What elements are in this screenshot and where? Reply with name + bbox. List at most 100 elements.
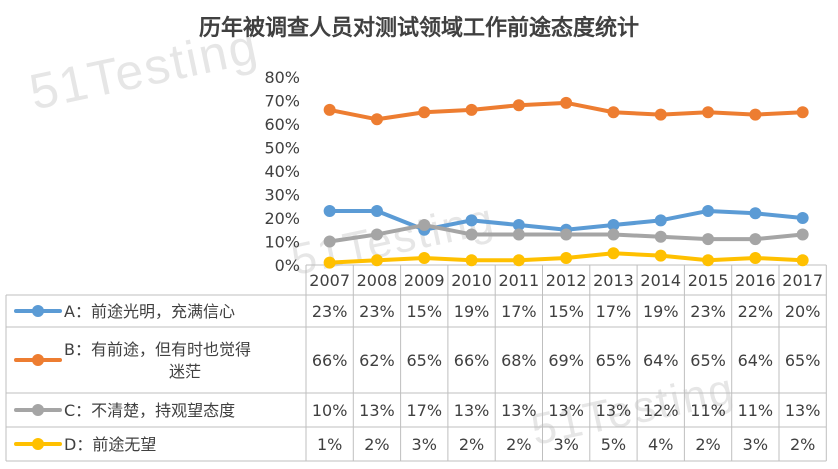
data-value-label: 11%	[738, 401, 774, 420]
data-point	[702, 233, 715, 246]
x-category-label: 2008	[357, 271, 398, 290]
x-category-label: 2017	[782, 271, 823, 290]
data-point	[465, 228, 478, 241]
data-point	[560, 251, 573, 264]
data-value-label: 11%	[690, 401, 726, 420]
data-value-label: 13%	[596, 401, 632, 420]
data-point	[654, 249, 667, 262]
data-value-label: 1%	[317, 435, 342, 454]
data-point	[749, 207, 762, 220]
data-value-label: 12%	[643, 401, 679, 420]
data-point	[702, 106, 715, 119]
data-value-label: 13%	[359, 401, 395, 420]
data-point	[796, 228, 809, 241]
data-point	[323, 204, 336, 217]
x-category-label: 2016	[735, 271, 776, 290]
data-point	[607, 219, 620, 232]
data-point	[370, 204, 383, 217]
data-value-label: 3%	[412, 435, 437, 454]
legend-series-name: 迷茫	[169, 362, 201, 381]
data-point	[654, 108, 667, 121]
data-point	[749, 233, 762, 246]
data-point	[465, 103, 478, 116]
x-category-label: 2011	[498, 271, 539, 290]
data-point	[512, 219, 525, 232]
y-axis: 0% 10% 20% 30% 40% 50% 60% 70% 80%	[264, 68, 300, 275]
data-point	[370, 113, 383, 126]
data-point	[749, 251, 762, 264]
y-tick-label: 50%	[264, 139, 300, 158]
data-value-label: 2%	[695, 435, 720, 454]
y-tick-label: 20%	[264, 209, 300, 228]
legend-series-name: C：不清楚，持观望态度	[64, 401, 235, 420]
data-point	[370, 228, 383, 241]
data-point	[512, 254, 525, 267]
data-point	[654, 230, 667, 243]
data-value-label: 2%	[506, 435, 531, 454]
data-point	[796, 212, 809, 224]
data-value-label: 69%	[548, 351, 584, 370]
data-point	[323, 103, 336, 116]
data-value-label: 23%	[359, 302, 395, 321]
data-value-label: 15%	[406, 302, 442, 321]
data-point	[418, 219, 431, 232]
data-point	[465, 254, 478, 267]
x-category-label: 2012	[546, 271, 587, 290]
data-point	[418, 251, 431, 264]
data-value-label: 17%	[501, 302, 537, 321]
data-point	[654, 214, 667, 227]
data-value-label: 65%	[785, 351, 821, 370]
y-tick-label: 80%	[264, 68, 300, 87]
data-point	[323, 235, 336, 248]
data-value-label: 13%	[548, 401, 584, 420]
y-tick-label: 60%	[264, 115, 300, 134]
data-value-label: 66%	[312, 351, 348, 370]
legend-key-marker	[32, 404, 44, 416]
data-point	[702, 254, 715, 267]
legend-series-name: D：前途无望	[64, 435, 156, 454]
x-category-label: 2013	[593, 271, 634, 290]
data-value-label: 4%	[648, 435, 673, 454]
data-value-label: 13%	[785, 401, 821, 420]
data-value-label: 19%	[454, 302, 490, 321]
data-point	[796, 106, 809, 119]
data-point	[796, 254, 809, 267]
data-point	[607, 228, 620, 241]
data-point	[512, 228, 525, 241]
legend-key-marker	[32, 438, 44, 450]
data-value-label: 19%	[643, 302, 679, 321]
data-value-label: 13%	[454, 401, 490, 420]
x-category-label: 2007	[309, 271, 350, 290]
data-point	[418, 106, 431, 119]
data-value-label: 65%	[690, 351, 726, 370]
data-value-label: 64%	[738, 351, 774, 370]
data-value-label: 3%	[743, 435, 768, 454]
data-value-label: 17%	[596, 302, 632, 321]
data-value-label: 13%	[501, 401, 537, 420]
legend-key-marker	[32, 354, 44, 366]
y-tick-label: 70%	[264, 92, 300, 111]
data-value-label: 15%	[548, 302, 584, 321]
data-value-label: 3%	[553, 435, 578, 454]
data-value-label: 20%	[785, 302, 821, 321]
legend-series-name: B：有前途，但有时也觉得	[64, 340, 251, 359]
data-value-label: 23%	[690, 302, 726, 321]
data-point	[512, 99, 525, 112]
x-category-label: 2014	[640, 271, 681, 290]
data-point	[607, 106, 620, 119]
x-category-label: 2015	[688, 271, 729, 290]
legend-series-name: A：前途光明，充满信心	[64, 302, 235, 321]
data-point	[749, 108, 762, 121]
data-table-grid	[5, 264, 827, 462]
legend-key-marker	[32, 305, 44, 317]
data-value-label: 22%	[738, 302, 774, 321]
data-value-label: 10%	[312, 401, 348, 420]
data-point	[702, 204, 715, 217]
chart-title: 历年被调查人员对测试领域工作前途态度统计	[198, 16, 639, 41]
data-value-label: 2%	[459, 435, 484, 454]
plot-area	[323, 96, 809, 269]
data-value-label: 17%	[406, 401, 442, 420]
data-value-label: 66%	[454, 351, 490, 370]
data-point	[560, 96, 573, 109]
